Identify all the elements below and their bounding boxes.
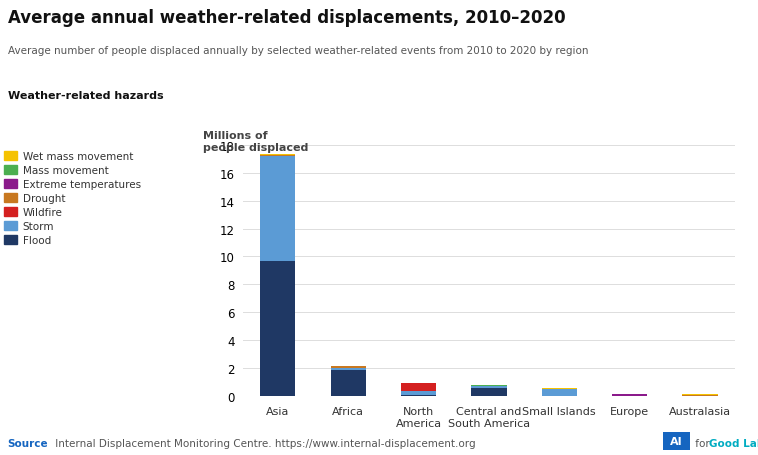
- Text: people displaced: people displaced: [203, 143, 309, 153]
- Bar: [401, 391, 436, 395]
- Text: Average number of people displaced annually by selected weather-related events f: Average number of people displaced annua…: [8, 46, 588, 56]
- Bar: [471, 388, 506, 396]
- Bar: [330, 370, 365, 396]
- Bar: [260, 157, 296, 261]
- Bar: [471, 385, 506, 386]
- Bar: [612, 394, 647, 396]
- Bar: [401, 383, 436, 391]
- Text: for: for: [692, 438, 713, 448]
- Text: Good Lab: Good Lab: [709, 438, 758, 448]
- Text: AI: AI: [670, 436, 683, 446]
- Text: Weather-related hazards: Weather-related hazards: [8, 91, 163, 101]
- Bar: [401, 395, 436, 396]
- Text: Millions of: Millions of: [203, 131, 268, 141]
- Bar: [330, 367, 365, 368]
- Text: Internal Displacement Monitoring Centre. https://www.internal-displacement.org: Internal Displacement Monitoring Centre.…: [52, 438, 475, 448]
- Bar: [330, 366, 365, 367]
- Bar: [682, 394, 718, 395]
- Text: Average annual weather-related displacements, 2010–2020: Average annual weather-related displacem…: [8, 9, 565, 27]
- Legend: Wet mass movement, Mass movement, Extreme temperatures, Drought, Wildfire, Storm: Wet mass movement, Mass movement, Extrem…: [4, 152, 141, 246]
- Bar: [260, 156, 296, 157]
- Bar: [682, 395, 718, 396]
- Bar: [330, 368, 365, 370]
- Bar: [260, 261, 296, 396]
- Bar: [542, 389, 577, 396]
- Text: Source: Source: [8, 438, 49, 448]
- Bar: [260, 155, 296, 156]
- Bar: [471, 386, 506, 388]
